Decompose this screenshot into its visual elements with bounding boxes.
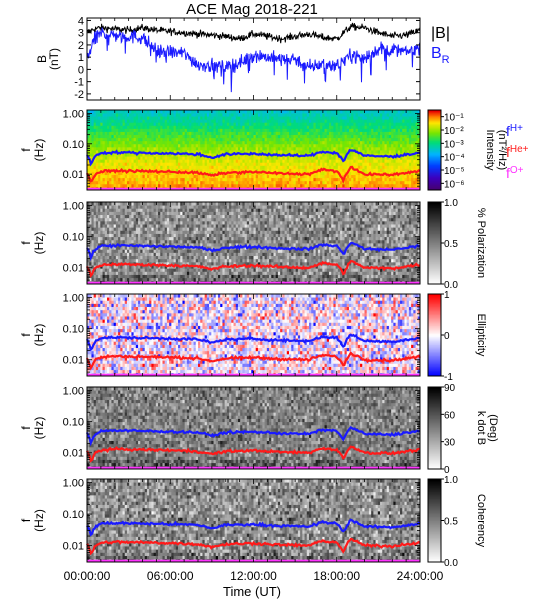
y-tick-label: 3 [78,28,84,40]
freq-tick-label: 0.01 [63,448,84,460]
colorbar-label: k dot B(Deg) [475,411,499,445]
panel-polarization: 1.000.100.01f(Hz)1.00.50.0% Polarization [19,198,487,291]
colorbar-label: Ellipticity [475,314,487,357]
x-tick-label: 18:00:00 [313,569,360,583]
freq-tick-label: 1.00 [63,108,84,120]
freq-tick-label: 1.00 [63,386,84,398]
legend--b-: |B| [431,25,450,42]
freq-tick-label: 1.00 [63,478,84,490]
freq-tick-label: 1.00 [63,293,84,305]
colorbar-tick-label: 10⁻⁵ [444,166,465,177]
colorbar-tick-label: 0.5 [444,517,458,528]
colorbar-label: Intensity(nT²/Hz) [484,130,508,171]
colorbar-tick-label: 10⁻² [444,126,464,137]
x-tick-label: 06:00:00 [147,569,194,583]
freq-tick-label: 0.10 [63,509,84,521]
colorbar-tick-label: 30 [444,438,456,449]
colorbar-tick-label: -1 [444,372,453,383]
colorbar-tick-label: 10⁻⁶ [444,179,465,190]
colorbar-label: % Polarization [475,208,487,278]
y-tick-label: -1 [74,77,84,89]
y-tick-label: 1 [78,52,84,64]
x-tick-label: 24:00:00 [397,569,444,583]
y-tick-label: 2 [78,40,84,52]
colorbar-tick-label: 60 [444,410,456,421]
freq-tick-label: 0.10 [63,232,84,244]
freq-tick-label: 0.01 [63,169,84,181]
y-tick-label: 4 [78,15,84,27]
y-tick-label: 0 [78,64,84,76]
colorbar-tick-label: 10⁻³ [444,139,464,150]
freq-tick-label: 0.10 [63,417,84,429]
colorbar-tick-label: 10⁻⁴ [444,153,465,164]
colorbar-tick-label: 1 [444,290,450,301]
colorbar-tick-label: 0.0 [444,558,458,569]
colorbar-tick-label: 0.5 [444,239,458,250]
x-axis-label: Time (UT) [223,584,281,599]
colorbar-tick-label: 1.0 [444,198,458,209]
colorbar-tick-label: 10⁻¹ [444,113,464,124]
freq-tick-label: 1.00 [63,201,84,213]
freq-tick-label: 0.01 [63,263,84,275]
freq-tick-label: 0.10 [63,139,84,151]
colorbar-tick-label: 1.0 [444,475,458,486]
chart-title: ACE Mag 2018-221 [186,1,318,18]
freq-tick-label: 0.01 [63,541,84,553]
freq-tick-label: 0.01 [63,355,84,367]
x-tick-label: 12:00:00 [230,569,277,583]
colorbar-label: Coherency [475,494,487,548]
freq-tick-label: 0.10 [63,324,84,336]
colorbar-tick-label: 0 [444,331,450,342]
x-tick-label: 00:00:00 [64,569,111,583]
colorbar-tick-label: 90 [444,383,456,394]
y-tick-label: -2 [74,89,84,101]
